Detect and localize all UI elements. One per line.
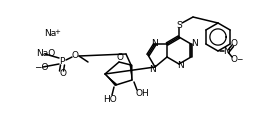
Text: NaO: NaO: [36, 49, 55, 57]
Text: S: S: [176, 20, 182, 29]
Text: O: O: [117, 54, 124, 62]
Text: N: N: [151, 39, 157, 47]
Text: −: −: [236, 56, 242, 65]
Text: P: P: [59, 56, 65, 66]
Text: N: N: [223, 46, 229, 56]
Text: HO: HO: [103, 94, 117, 104]
Text: N: N: [178, 61, 184, 71]
Text: O: O: [230, 39, 237, 47]
Polygon shape: [130, 65, 132, 80]
Text: +: +: [54, 29, 60, 35]
Text: O: O: [59, 70, 66, 78]
Text: O: O: [230, 56, 237, 65]
Text: OH: OH: [135, 88, 149, 98]
Polygon shape: [105, 74, 117, 86]
Text: N: N: [191, 40, 197, 49]
Text: Na: Na: [44, 29, 56, 39]
Text: O: O: [71, 51, 78, 61]
Text: N: N: [150, 65, 156, 73]
Text: −O: −O: [34, 62, 49, 72]
